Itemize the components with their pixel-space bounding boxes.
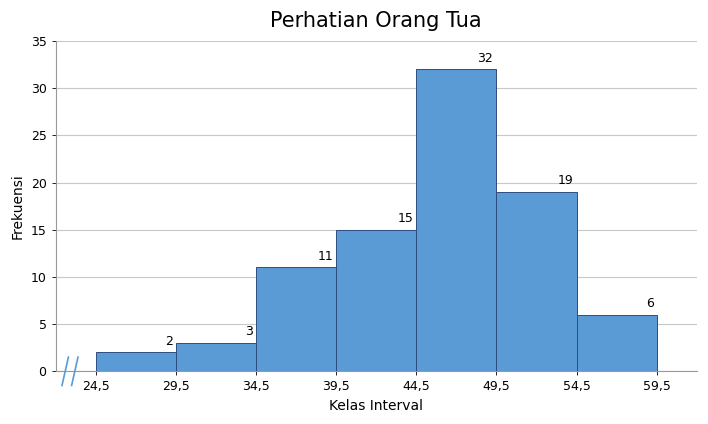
Text: 32: 32 xyxy=(477,52,493,64)
Text: 2: 2 xyxy=(165,335,173,348)
Title: Perhatian Orang Tua: Perhatian Orang Tua xyxy=(270,11,482,31)
Bar xyxy=(176,343,256,371)
X-axis label: Kelas Interval: Kelas Interval xyxy=(329,399,423,413)
Text: 15: 15 xyxy=(397,212,413,225)
Text: 11: 11 xyxy=(317,250,333,263)
Bar xyxy=(96,352,176,371)
Y-axis label: Frekuensi: Frekuensi xyxy=(11,173,25,239)
Text: 6: 6 xyxy=(646,297,653,310)
Bar xyxy=(576,315,657,371)
Bar xyxy=(496,192,576,371)
Bar xyxy=(256,268,336,371)
Bar xyxy=(336,230,416,371)
Text: 19: 19 xyxy=(558,174,573,187)
Text: 3: 3 xyxy=(245,325,253,338)
Bar xyxy=(416,69,496,371)
